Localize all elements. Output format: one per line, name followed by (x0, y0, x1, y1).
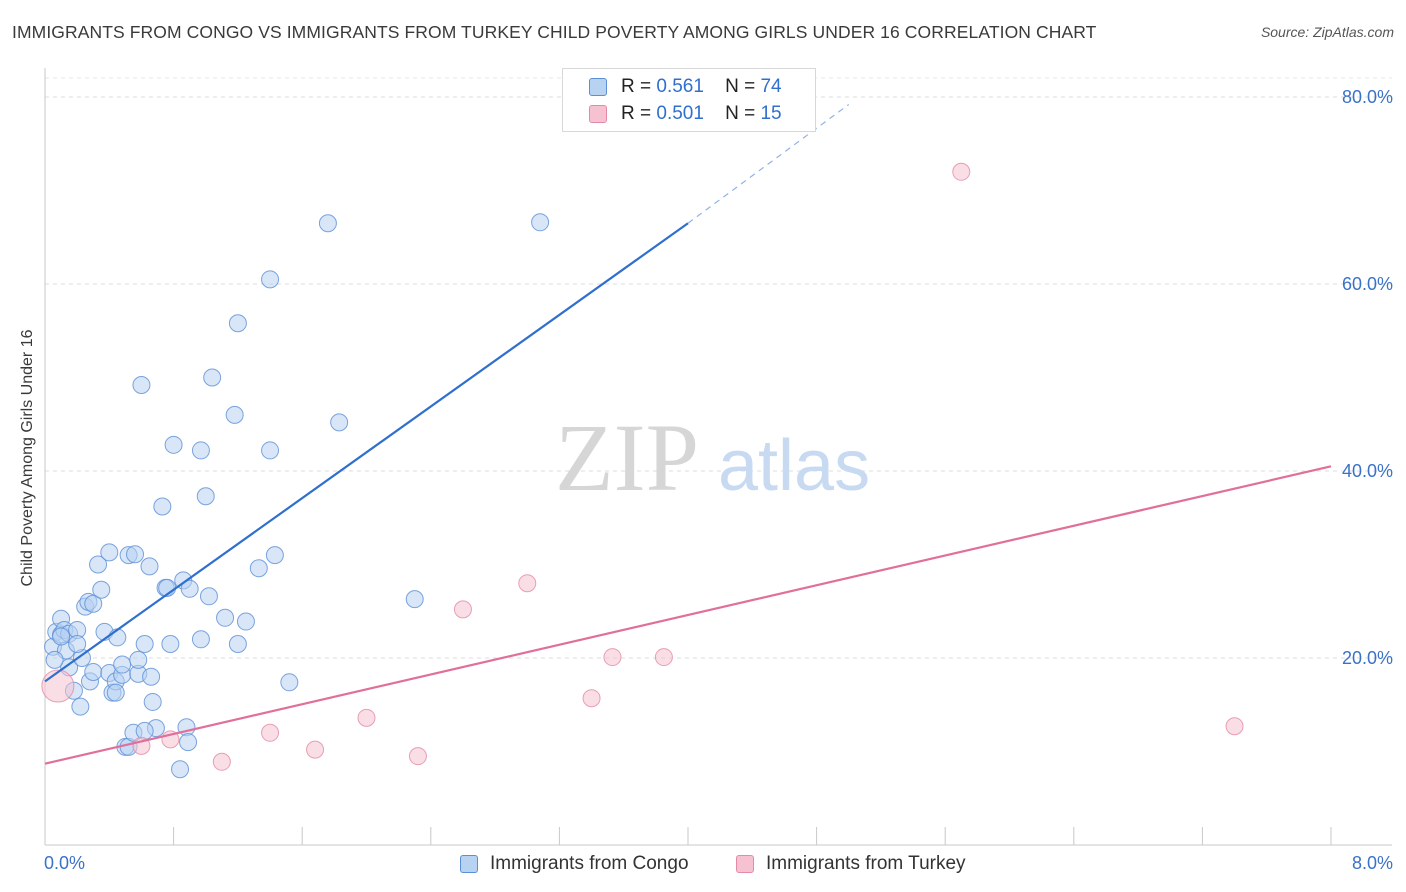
congo-point (330, 413, 349, 432)
legend-congo-n-label: N = (725, 76, 756, 97)
turkey-point (41, 669, 75, 703)
bottom-legend-turkey-label: Immigrants from Turkey (766, 853, 966, 874)
turkey-point (261, 723, 280, 742)
congo-point (161, 634, 180, 653)
tick-labels: 20.0% 40.0% 60.0% 80.0% 0.0% 8.0% (44, 87, 1393, 873)
congo-point (203, 368, 222, 387)
congo-point (89, 555, 108, 574)
congo-point (84, 594, 103, 613)
congo-point (132, 375, 151, 394)
turkey-point (357, 708, 376, 727)
legend-turkey-r-value: 0.501 (656, 103, 704, 124)
congo-point (228, 314, 247, 333)
congo-point (68, 634, 87, 653)
congo-point (140, 557, 159, 576)
series-congo-points (44, 213, 550, 779)
congo-point (113, 655, 132, 674)
gridlines (45, 77, 1392, 659)
congo-point (45, 650, 64, 669)
x-tick-label-max: 8.0% (1352, 853, 1393, 873)
congo-point (280, 673, 299, 692)
congo-point (52, 627, 71, 646)
congo-point (191, 441, 210, 460)
watermark-atlas: atlas (718, 426, 870, 506)
congo-point (249, 559, 268, 578)
congo-point (318, 214, 337, 233)
congo-point (129, 650, 148, 669)
series-turkey-points (41, 162, 1244, 771)
legend-swatch-turkey (589, 105, 607, 123)
congo-point (164, 435, 183, 454)
congo-point (531, 213, 550, 232)
x-tick-label-min: 0.0% (44, 853, 85, 873)
turkey-point (453, 600, 472, 619)
congo-point (199, 587, 218, 606)
congo-point (126, 545, 145, 564)
legend-row-congo: R = 0.561 N = 74 (589, 75, 782, 99)
congo-point (100, 543, 119, 562)
congo-point (135, 634, 154, 653)
congo-point (142, 667, 161, 686)
watermark: ZIP atlas (555, 404, 870, 511)
congo-point (108, 628, 127, 647)
bottom-legend-turkey: Immigrants from Turkey (736, 852, 966, 876)
congo-point (261, 441, 280, 460)
watermark-zip: ZIP (555, 404, 699, 511)
congo-point (236, 612, 255, 631)
turkey-point (952, 162, 971, 181)
trend-lines (44, 103, 1332, 765)
congo-point (71, 697, 90, 716)
turkey-point (1225, 717, 1244, 736)
congo-point (143, 692, 162, 711)
y-tick-label-20: 20.0% (1342, 648, 1393, 668)
congo-point (216, 608, 235, 627)
congo-point (92, 580, 111, 599)
congo-point (153, 497, 172, 516)
turkey-point (518, 574, 537, 593)
congo-point (265, 546, 284, 565)
y-tick-label-40: 40.0% (1342, 461, 1393, 481)
turkey-point (212, 752, 231, 771)
bottom-legend-swatch-congo (460, 855, 478, 873)
chart-title: IMMIGRANTS FROM CONGO VS IMMIGRANTS FROM… (12, 22, 1097, 42)
y-tick-label-80: 80.0% (1342, 87, 1393, 107)
legend-row-turkey: R = 0.501 N = 15 (589, 102, 782, 126)
legend-swatch-congo (589, 78, 607, 96)
congo-point (191, 630, 210, 649)
turkey-point (603, 648, 622, 667)
congo-point (228, 634, 247, 653)
congo-point (225, 405, 244, 424)
turkey-point (408, 747, 427, 766)
congo-point (405, 590, 424, 609)
trend-line-turkey (44, 465, 1332, 765)
congo-point (180, 579, 199, 598)
legend-congo-n-value: 74 (760, 76, 782, 97)
bottom-legend-swatch-turkey (736, 855, 754, 873)
congo-point (196, 487, 215, 506)
turkey-point (582, 689, 601, 708)
trend-line-congo-extension (687, 103, 850, 224)
turkey-point (306, 740, 325, 759)
correlation-legend: R = 0.561 N = 74 R = 0.501 N = 15 (562, 68, 816, 132)
axes (44, 68, 1392, 846)
congo-point (135, 721, 154, 740)
legend-turkey-r-label: R = (621, 103, 652, 124)
legend-congo-r-value: 0.561 (656, 76, 704, 97)
bottom-legend-congo-label: Immigrants from Congo (490, 853, 689, 874)
congo-point (171, 760, 190, 779)
trend-line-congo (44, 222, 689, 683)
congo-point (179, 733, 198, 752)
legend-turkey-n-label: N = (725, 103, 756, 124)
y-tick-label-60: 60.0% (1342, 274, 1393, 294)
congo-point (84, 663, 103, 682)
congo-point (106, 683, 125, 702)
source-label: Source: ZipAtlas.com (1260, 24, 1394, 40)
turkey-point (654, 648, 673, 667)
bottom-legend-congo: Immigrants from Congo (460, 852, 689, 876)
legend-turkey-n-value: 15 (760, 103, 782, 124)
legend-congo-r-label: R = (621, 76, 652, 97)
congo-point (261, 270, 280, 289)
